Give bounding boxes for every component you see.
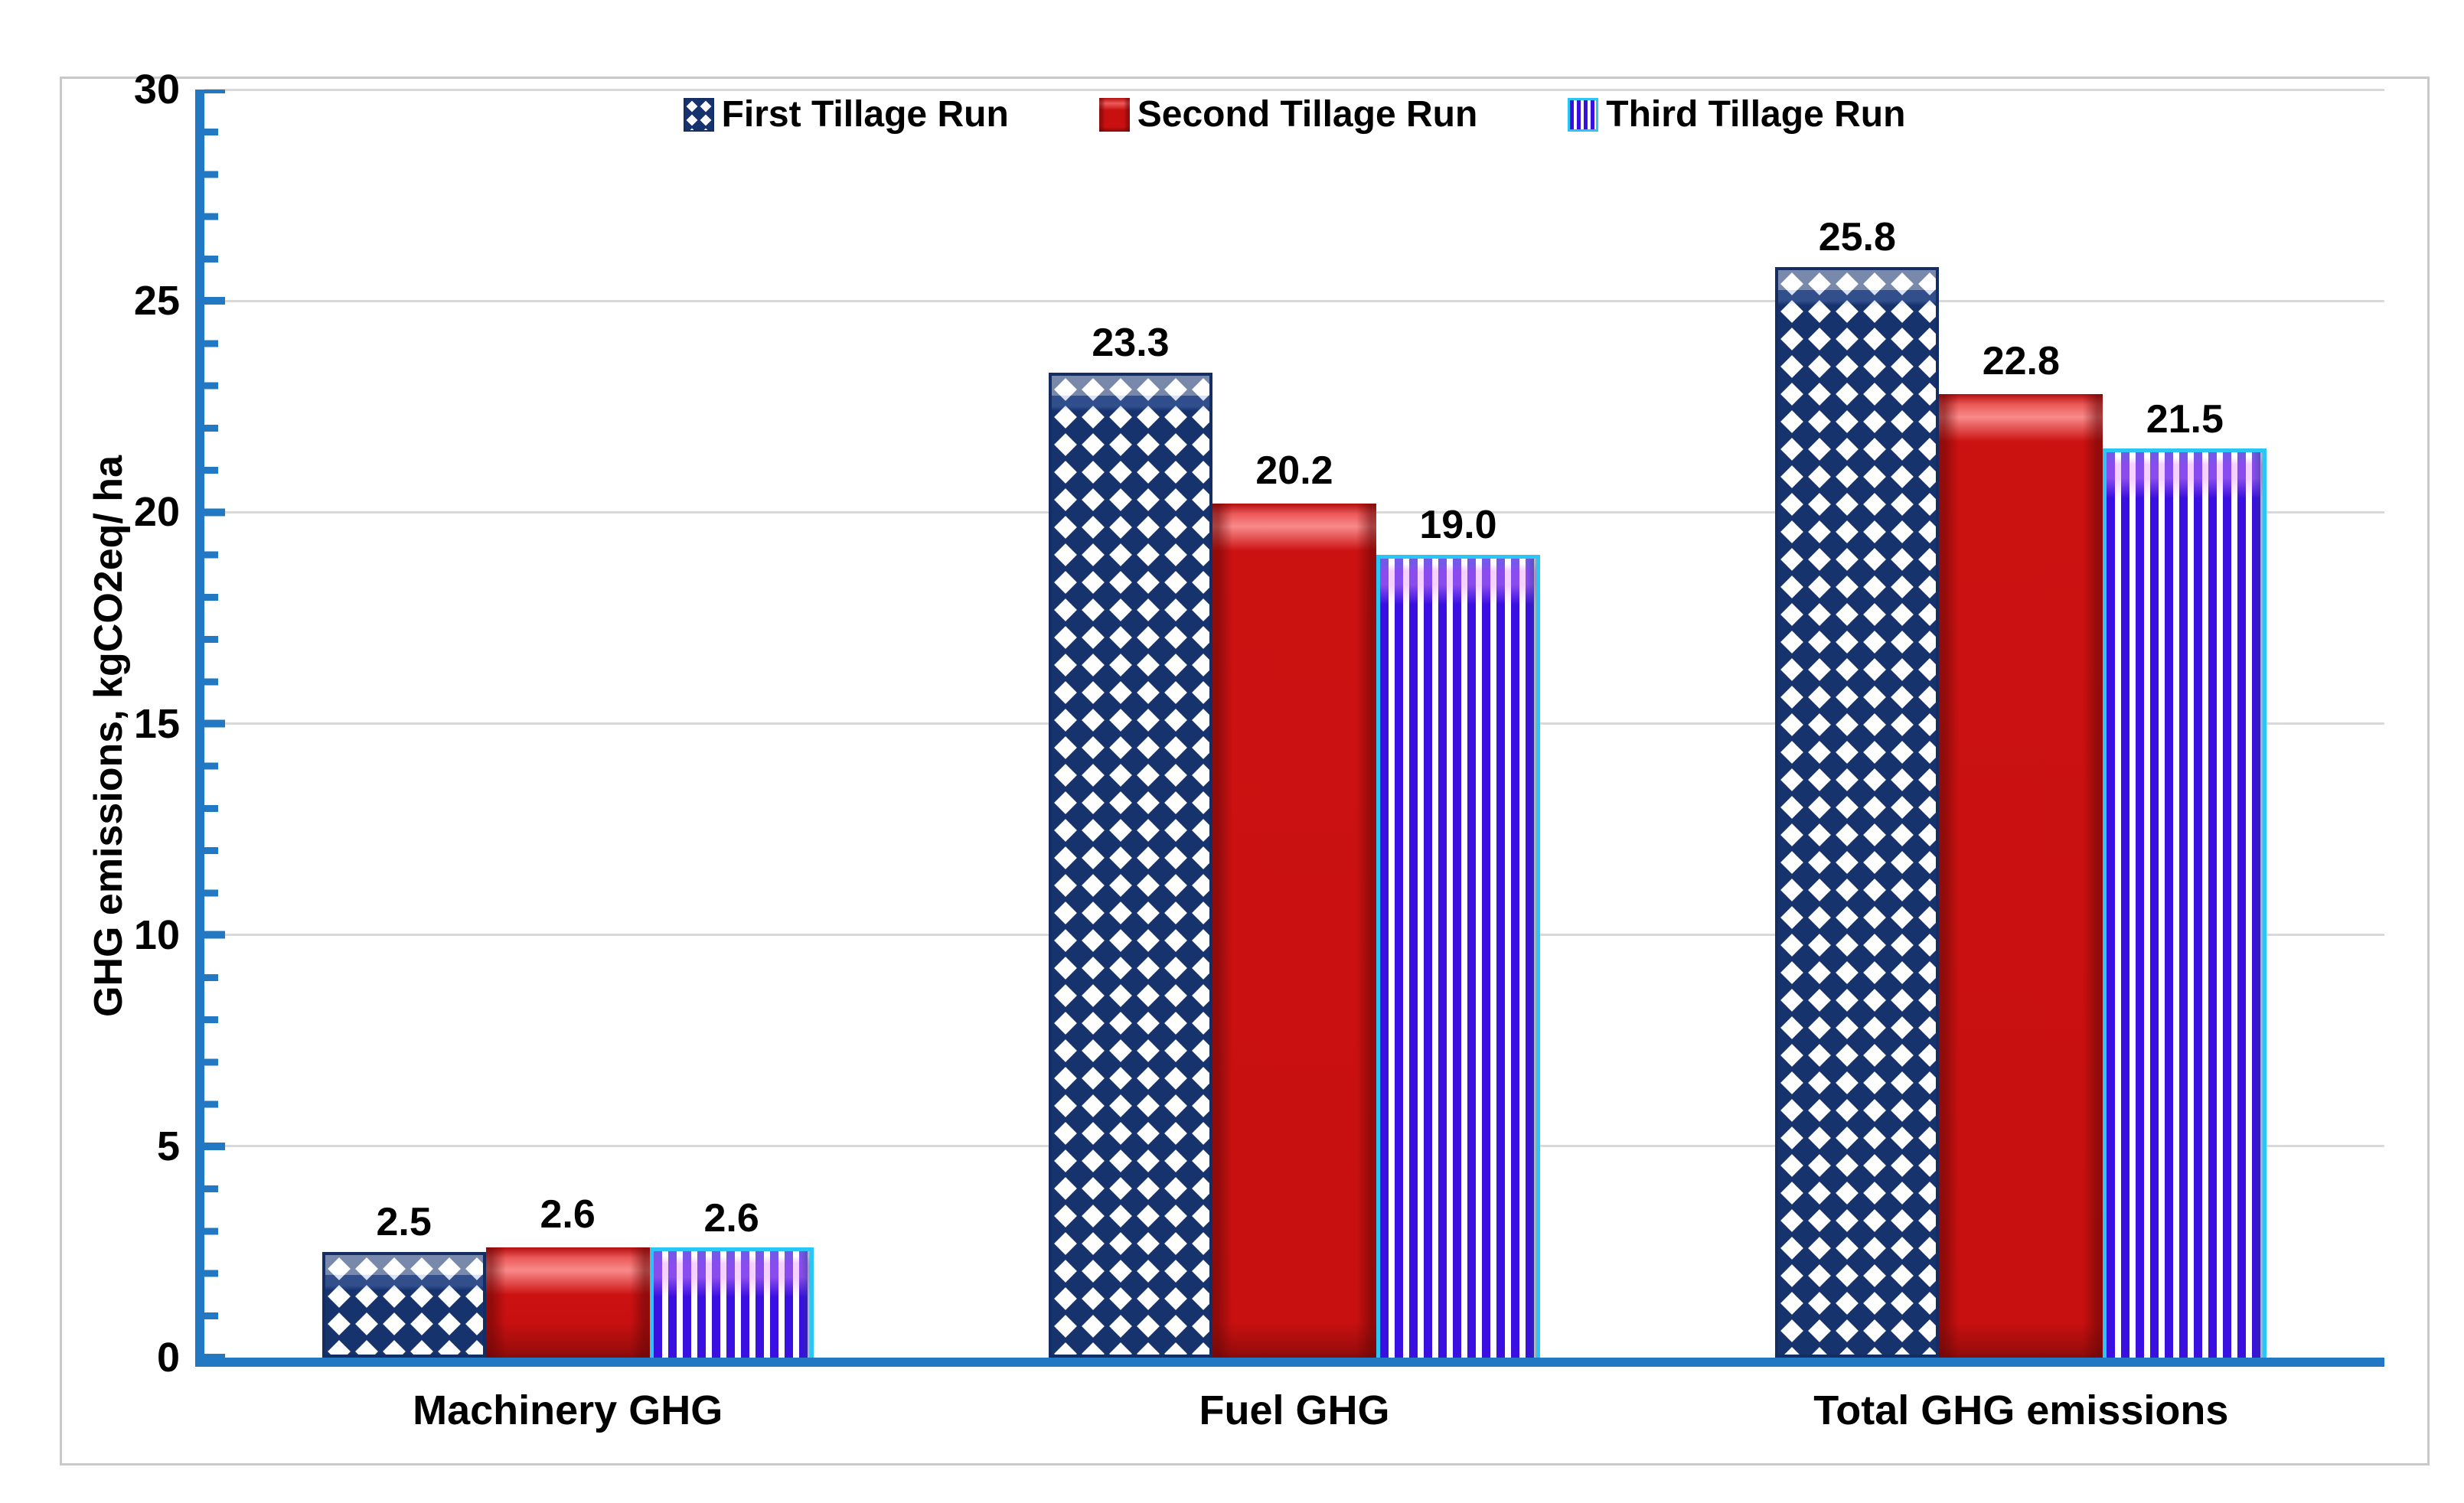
legend-swatch-second-tillage-icon — [1098, 97, 1130, 132]
legend-label: First Tillage Run — [721, 94, 1009, 135]
bar-first-tillage: 25.8 — [1775, 215, 1940, 1358]
gridline — [204, 88, 2384, 91]
category-group: 23.3 20.2 19.0 — [931, 90, 1657, 1358]
legend-item-third-tillage: Third Tillage Run — [1568, 93, 1905, 135]
plot-area: 2.5 2.6 2.6 23.3 20.2 19.0 25.8 22.8 21.5 — [204, 88, 2384, 1358]
legend-swatch-first-tillage-icon — [683, 97, 714, 132]
bar-value-label: 2.5 — [376, 1199, 432, 1244]
bar-third-tillage: 2.6 — [649, 1197, 814, 1358]
bar-value-label: 2.6 — [540, 1192, 596, 1237]
bar-value-label: 20.2 — [1255, 448, 1333, 494]
y-tick-label: 25 — [133, 278, 180, 324]
bar-second-tillage: 2.6 — [485, 1193, 650, 1358]
bar-first-tillage: 2.5 — [321, 1200, 486, 1358]
x-category-label: Fuel GHG — [1199, 1387, 1390, 1433]
gridline — [204, 299, 2384, 302]
legend-item-first-tillage: First Tillage Run — [683, 93, 1009, 135]
bar-first-tillage: 23.3 — [1048, 321, 1212, 1358]
category-group: 25.8 22.8 21.5 — [1658, 90, 2384, 1358]
bar-value-label: 25.8 — [1818, 214, 1896, 259]
bar-third-tillage: 21.5 — [2103, 398, 2267, 1358]
y-axis-major-ticks — [204, 90, 225, 1361]
bar-value-label: 23.3 — [1092, 320, 1170, 365]
legend-item-second-tillage: Second Tillage Run — [1098, 93, 1478, 135]
y-tick-label: 30 — [133, 67, 180, 112]
bar-second-tillage: 22.8 — [1939, 339, 2103, 1358]
x-category-labels: Machinery GHG Fuel GHG Total GHG emissions — [204, 1387, 2384, 1434]
legend-label: Third Tillage Run — [1606, 94, 1906, 135]
bar-value-label: 2.6 — [703, 1196, 759, 1241]
x-axis-line — [195, 1358, 2384, 1367]
bar-value-label: 22.8 — [1982, 338, 2060, 383]
bar-value-label: 21.5 — [2146, 397, 2224, 442]
category-group: 2.5 2.6 2.6 — [204, 90, 931, 1358]
legend: First Tillage Run Second Tillage Run Thi… — [204, 93, 2384, 135]
legend-swatch-third-tillage-icon — [1568, 97, 1599, 132]
y-axis-line — [195, 90, 204, 1367]
y-tick-labels: 0 5 10 15 20 25 30 — [31, 67, 180, 1381]
y-tick-label: 0 — [156, 1335, 180, 1381]
y-tick-label: 5 — [156, 1123, 180, 1169]
x-category-label: Total GHG emissions — [1813, 1387, 2229, 1433]
bar-third-tillage: 19.0 — [1376, 504, 1540, 1358]
bar-value-label: 19.0 — [1419, 503, 1497, 548]
x-category-label: Machinery GHG — [413, 1387, 723, 1433]
y-tick-label: 20 — [133, 489, 180, 536]
y-tick-label: 15 — [133, 700, 180, 747]
y-tick-label: 10 — [133, 911, 180, 958]
legend-label: Second Tillage Run — [1137, 94, 1478, 135]
bar-second-tillage: 20.2 — [1212, 448, 1376, 1358]
